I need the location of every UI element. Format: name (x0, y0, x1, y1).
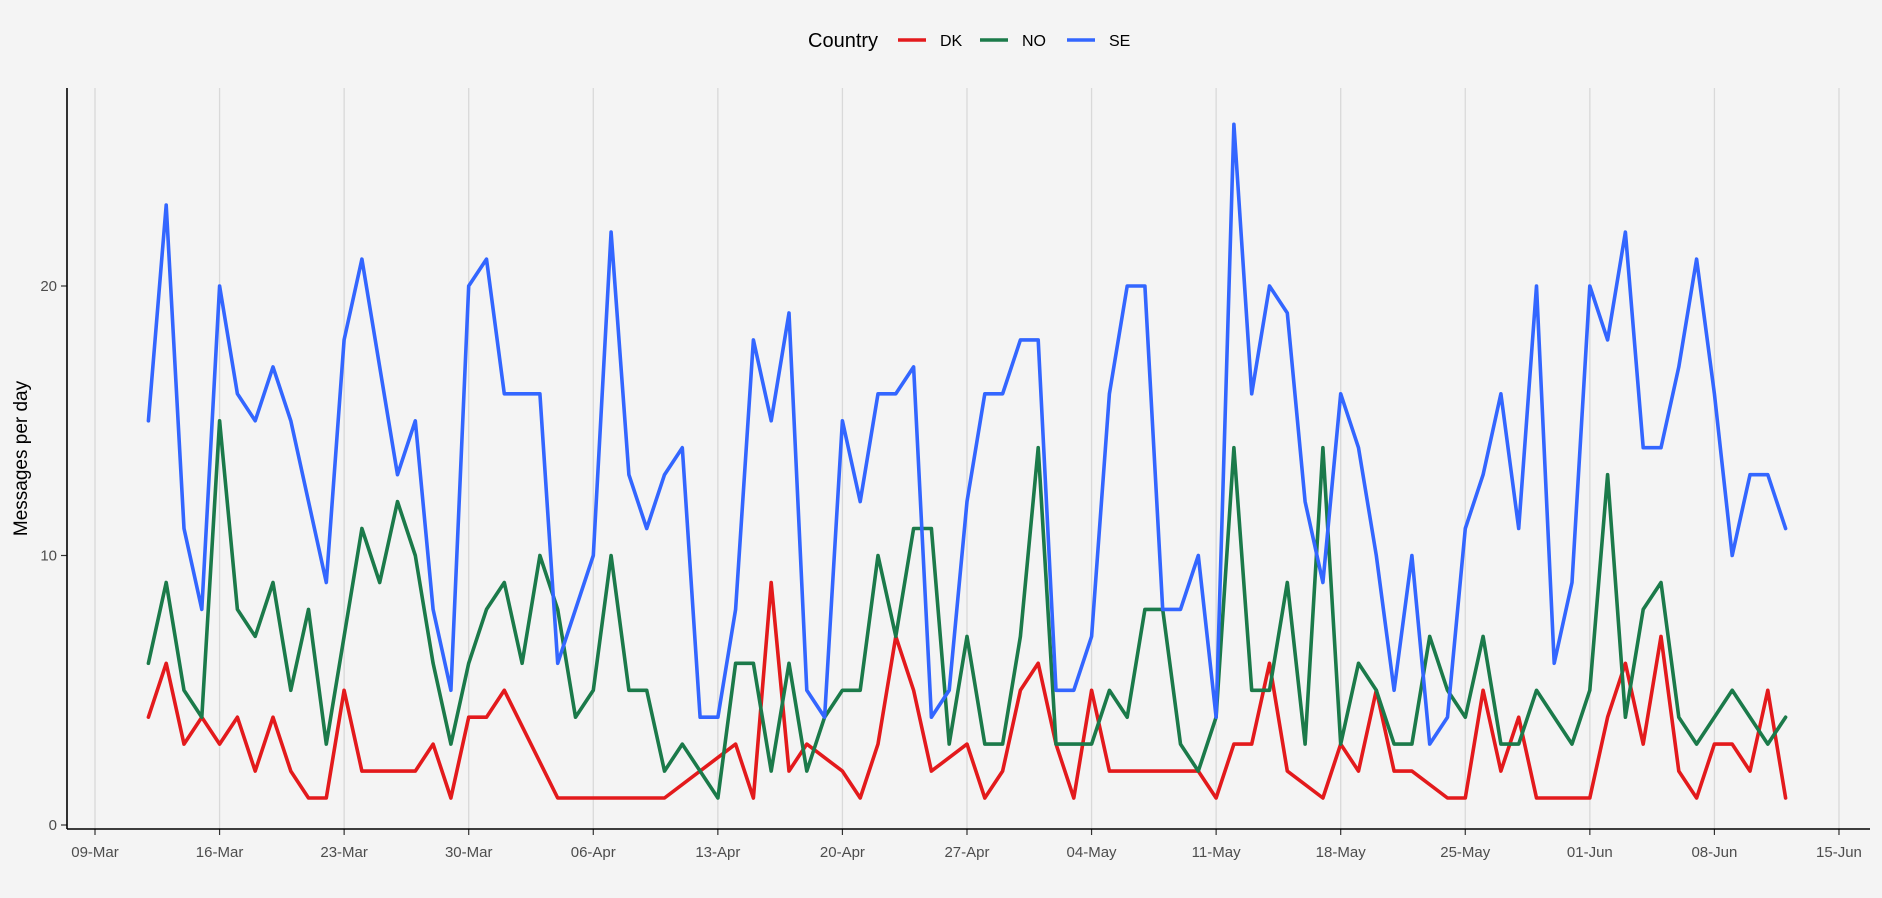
x-tick-label: 13-Apr (695, 844, 740, 861)
x-tick-label: 04-May (1067, 844, 1118, 861)
legend-label-se: SE (1109, 33, 1130, 50)
x-tick-label: 08-Jun (1691, 844, 1737, 861)
gridlines (94, 88, 1840, 829)
x-tick-label: 18-May (1316, 844, 1367, 861)
x-tick-label: 09-Mar (71, 844, 119, 861)
x-tick-label: 25-May (1440, 844, 1491, 861)
legend: Country DK NO SE (808, 30, 1130, 52)
x-tick-label: 16-Mar (196, 844, 244, 861)
x-tick-label: 06-Apr (571, 844, 616, 861)
y-axis-title: Messages per day (11, 380, 32, 536)
y-tick-label: 0 (49, 817, 57, 834)
x-tick-label: 15-Jun (1816, 844, 1862, 861)
series-lines (146, 122, 1788, 800)
x-tick-label: 27-Apr (944, 844, 989, 861)
y-tick-label: 10 (40, 548, 57, 565)
axes: 09-Mar 16-Mar 23-Mar 30-Mar 06-Apr 13-Apr 20-A… (40, 88, 1870, 861)
x-tick-label: 11-May (1192, 844, 1241, 861)
series-line-no (146, 418, 1788, 800)
legend-label-no: NO (1022, 33, 1046, 50)
series-line-se (146, 122, 1788, 746)
legend-title: Country (808, 30, 878, 52)
series-line-dk (146, 580, 1788, 800)
legend-label-dk: DK (940, 33, 963, 50)
x-tick-label: 23-Mar (320, 844, 368, 861)
y-tick-label: 20 (40, 278, 57, 295)
x-tick-label: 30-Mar (445, 844, 493, 861)
x-tick-label: 20-Apr (820, 844, 865, 861)
x-tick-label: 01-Jun (1567, 844, 1613, 861)
